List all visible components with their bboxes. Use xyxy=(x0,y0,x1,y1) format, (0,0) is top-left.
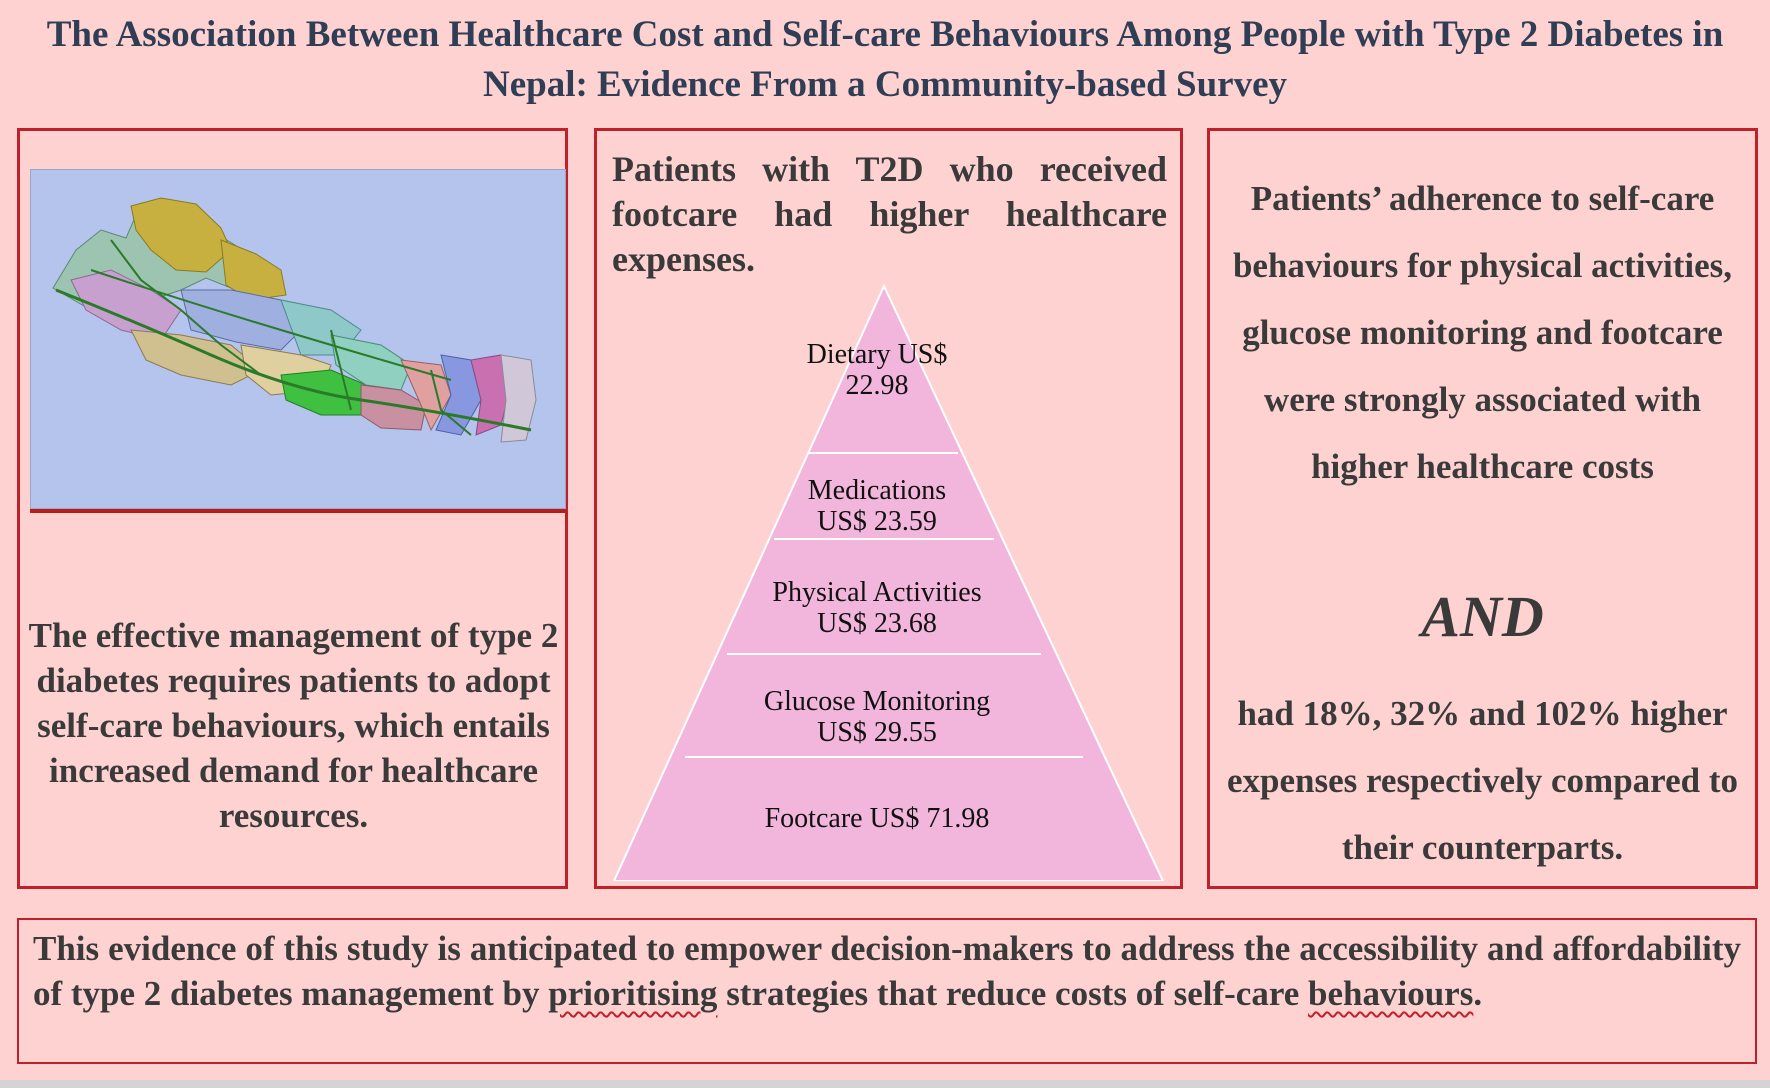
right-panel-text-2: had 18%, 32% and 102% higher expenses re… xyxy=(1227,694,1738,867)
conclusion-text-part2: strategies that reduce costs of self-car… xyxy=(717,974,1309,1013)
pyramid-dietary-label: Dietary US$ 22.98 xyxy=(806,339,948,401)
conclusion-panel: This evidence of this study is anticipat… xyxy=(17,918,1757,1064)
right-panel-text: Patients’ adherence to self-care behavio… xyxy=(1232,179,1733,486)
middle-panel: Patients with T2D who received footcare … xyxy=(594,128,1183,889)
left-panel: The effective management of type 2 diabe… xyxy=(17,128,568,889)
nepal-map xyxy=(30,169,566,509)
pyramid-glucose-monitoring-label: Glucose Monitoring US$ 29.55 xyxy=(763,686,991,748)
middle-panel-text: Patients with T2D who received footcare … xyxy=(612,149,1167,279)
conclusion-text: This evidence of this study is anticipat… xyxy=(33,926,1741,1016)
nepal-map-icon xyxy=(31,170,565,508)
pyramid-medications-label: Medications US$ 23.59 xyxy=(807,475,947,537)
and-heading: AND xyxy=(1421,584,1544,649)
bottom-strip xyxy=(0,1080,1770,1088)
spellcheck-word-prioritising: prioritising xyxy=(548,974,718,1013)
pyramid-physical-activities-label: Physical Activities US$ 23.68 xyxy=(772,577,982,639)
spellcheck-word-behaviours: behaviours xyxy=(1308,974,1474,1013)
conclusion-text-part3: . xyxy=(1473,974,1483,1013)
cost-pyramid xyxy=(612,283,1165,881)
page-title: The Association Between Healthcare Cost … xyxy=(46,14,1724,105)
conclusion-text-part1: This evidence of this study is anticipat… xyxy=(33,929,1741,1013)
right-panel: Patients’ adherence to self-care behavio… xyxy=(1207,128,1758,889)
pyramid-footcare-label: Footcare US$ 71.98 xyxy=(764,803,990,834)
left-panel-text: The effective management of type 2 diabe… xyxy=(28,616,559,835)
